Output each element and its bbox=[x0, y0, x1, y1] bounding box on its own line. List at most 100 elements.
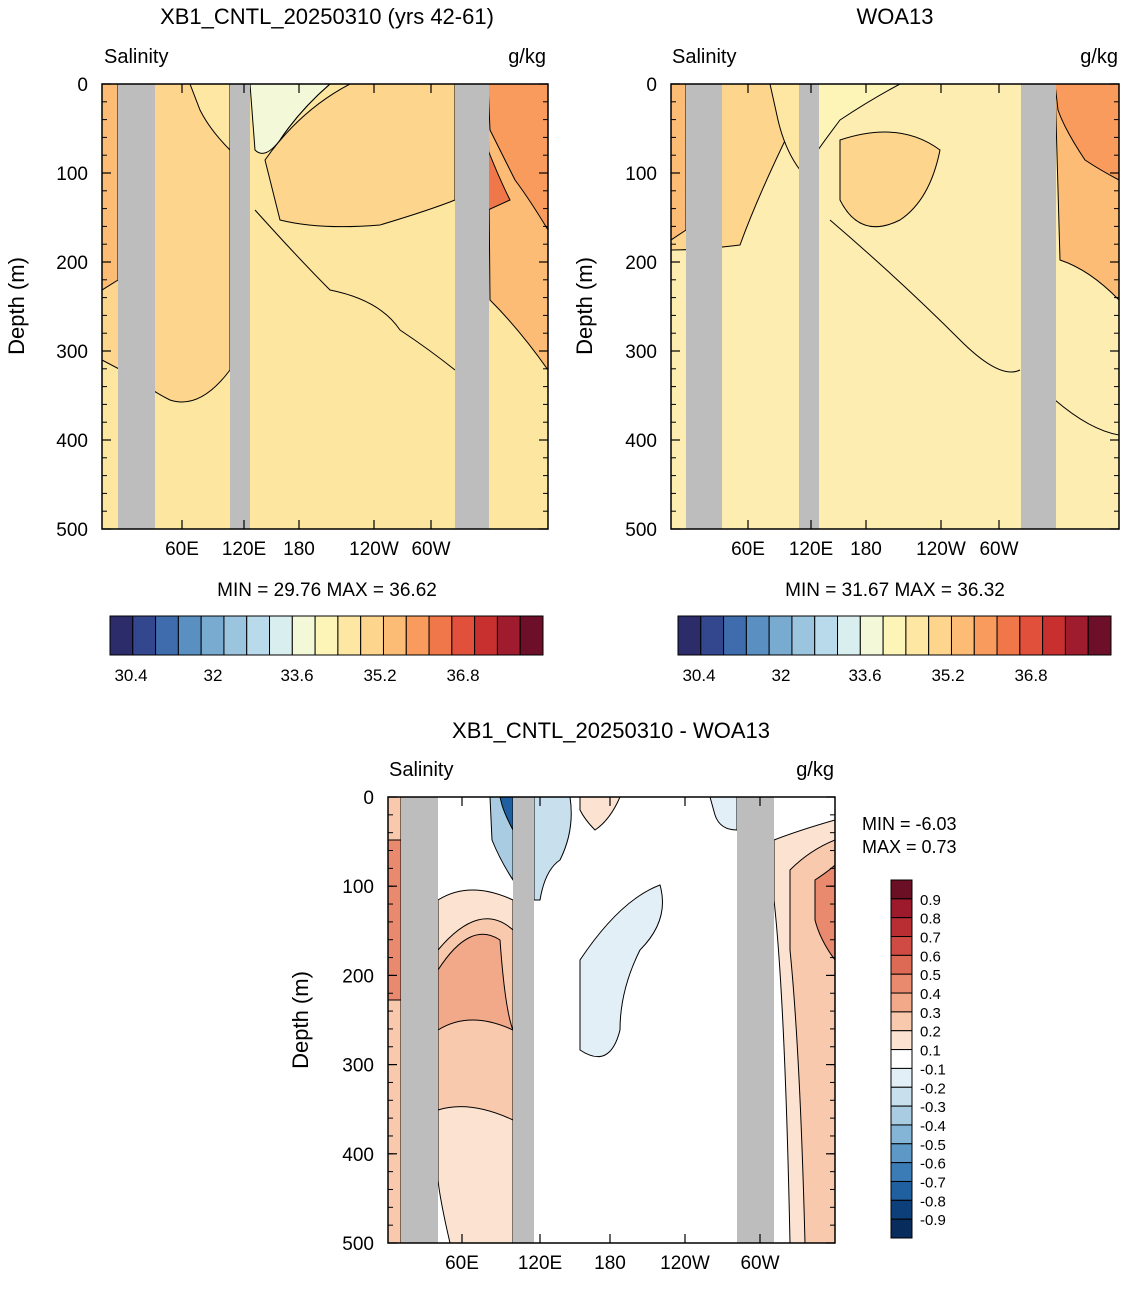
colorbar-swatch bbox=[700, 615, 725, 656]
colorbar-swatch bbox=[890, 1180, 913, 1201]
colorbar-swatch bbox=[996, 615, 1021, 656]
colorbar-label: 36.8 bbox=[446, 666, 479, 685]
y-tick-label: 0 bbox=[363, 788, 374, 809]
colorbar-swatch bbox=[890, 1143, 913, 1164]
colorbar-label: 30.4 bbox=[114, 666, 147, 685]
x-tick-label: 180 bbox=[594, 1253, 626, 1274]
x-tick-label: 120W bbox=[916, 539, 966, 560]
variable-label: Salinity bbox=[104, 46, 168, 68]
colorbar-swatch bbox=[109, 615, 134, 656]
colorbar-swatch bbox=[837, 615, 861, 656]
y-tick-label: 400 bbox=[625, 431, 657, 452]
colorbar-swatch bbox=[905, 615, 930, 656]
colorbar-label: 0.6 bbox=[920, 948, 941, 965]
min-max-label: MIN = 31.67 MAX = 36.32 bbox=[785, 580, 1005, 601]
x-tick-label: 120W bbox=[349, 539, 399, 560]
colorbar-label: -0.4 bbox=[920, 1118, 946, 1135]
x-tick-label: 60E bbox=[731, 539, 765, 560]
colorbar-label: 35.2 bbox=[363, 666, 396, 685]
y-tick-label: 500 bbox=[342, 1234, 374, 1255]
colorbar-swatch bbox=[246, 615, 271, 656]
land-mask bbox=[1021, 84, 1056, 529]
colorbar-swatch bbox=[791, 615, 816, 656]
colorbar-swatch bbox=[382, 615, 407, 656]
colorbar: 30.4 32 33.6 35.2 36.8 bbox=[109, 615, 544, 685]
units-label: g/kg bbox=[508, 46, 546, 68]
colorbar-swatch bbox=[496, 615, 521, 656]
colorbar-swatch bbox=[428, 615, 453, 656]
x-tick-label: 60W bbox=[979, 539, 1018, 560]
colorbar-swatch bbox=[890, 917, 913, 938]
colorbar-swatch bbox=[451, 615, 476, 656]
colorbar-swatch bbox=[890, 1218, 913, 1239]
colorbar-swatch bbox=[519, 615, 544, 656]
colorbar-swatch bbox=[405, 615, 430, 656]
y-tick-label: 200 bbox=[625, 253, 657, 274]
variable-label: Salinity bbox=[389, 759, 453, 781]
y-tick-label: 500 bbox=[56, 520, 88, 541]
colorbar-label: -0.2 bbox=[920, 1080, 946, 1097]
colorbar-swatch bbox=[890, 1124, 913, 1145]
colorbar-swatch bbox=[814, 615, 839, 656]
colorbar-swatch bbox=[337, 615, 362, 656]
colorbar: 0.9 0.8 0.70.6 0.5 0.4 0.3 0.2 0.1-0.1 -0.2 -0.3 -… bbox=[890, 879, 946, 1239]
land-mask bbox=[737, 797, 774, 1243]
colorbar-swatch bbox=[745, 615, 770, 656]
colorbar-swatch bbox=[768, 615, 793, 656]
x-tick-label: 180 bbox=[850, 539, 882, 560]
units-label: g/kg bbox=[1080, 46, 1118, 68]
colorbar-swatch bbox=[223, 615, 248, 656]
colorbar-label: 33.6 bbox=[280, 666, 313, 685]
colorbar-swatch bbox=[973, 615, 998, 656]
colorbar-label: -0.5 bbox=[920, 1137, 946, 1154]
colorbar-swatch bbox=[890, 1162, 913, 1182]
colorbar-swatch bbox=[269, 615, 293, 656]
x-tick-label: 60W bbox=[411, 539, 450, 560]
colorbar-label: -0.9 bbox=[920, 1212, 946, 1229]
y-tick-label: 100 bbox=[342, 877, 374, 898]
colorbar-swatch bbox=[1042, 615, 1066, 656]
panel-obs: WOA13 Salinity g/kg 0 100 200 300 400 500 60E 1… bbox=[572, 4, 1120, 685]
land-mask bbox=[230, 84, 250, 529]
x-tick-label: 120W bbox=[660, 1253, 710, 1274]
panel-title: XB1_CNTL_20250310 (yrs 42-61) bbox=[160, 4, 494, 29]
x-tick-label: 180 bbox=[283, 539, 315, 560]
axes: 0 100 200 300 400 500 60E 120E 180 120W 60W bbox=[56, 75, 548, 560]
y-axis-label: Depth (m) bbox=[288, 971, 313, 1069]
y-tick-label: 400 bbox=[342, 1145, 374, 1166]
colorbar-swatch bbox=[200, 615, 225, 656]
colorbar-swatch bbox=[1019, 615, 1044, 656]
y-tick-label: 300 bbox=[56, 342, 88, 363]
colorbar-label: 0.8 bbox=[920, 911, 941, 928]
colorbar-label: 0.4 bbox=[920, 986, 941, 1003]
contour-field bbox=[671, 84, 1119, 529]
colorbar-swatch bbox=[890, 1086, 913, 1107]
colorbar-swatch bbox=[890, 936, 913, 956]
contour-field bbox=[102, 84, 548, 529]
y-tick-label: 0 bbox=[77, 75, 88, 96]
land-mask bbox=[455, 84, 489, 529]
colorbar-swatch bbox=[890, 1011, 913, 1032]
colorbar-swatch bbox=[859, 615, 884, 656]
y-axis-label: Depth (m) bbox=[4, 257, 29, 355]
y-tick-label: 100 bbox=[56, 164, 88, 185]
colorbar-swatch bbox=[314, 615, 339, 656]
colorbar-swatch bbox=[890, 992, 913, 1013]
plot-frame bbox=[670, 83, 1120, 530]
y-tick-label: 300 bbox=[625, 342, 657, 363]
axes: 0 100 200 300 400 500 60E 120E 180 120W 60W bbox=[342, 788, 835, 1274]
min-label: MIN = -6.03 bbox=[862, 814, 957, 834]
x-tick-label: 120E bbox=[518, 1253, 562, 1274]
colorbar-swatch bbox=[890, 898, 913, 919]
colorbar-swatch bbox=[1087, 615, 1112, 656]
colorbar-label: 0.1 bbox=[920, 1043, 941, 1060]
contour-field bbox=[388, 797, 835, 1243]
colorbar-label: 36.8 bbox=[1014, 666, 1047, 685]
panel-title: XB1_CNTL_20250310 - WOA13 bbox=[452, 718, 770, 743]
colorbar-label: 0.5 bbox=[920, 967, 941, 984]
x-tick-label: 120E bbox=[222, 539, 266, 560]
colorbar-label: -0.6 bbox=[920, 1156, 946, 1173]
colorbar-swatch bbox=[291, 615, 316, 656]
colorbar-swatch bbox=[1064, 615, 1089, 656]
colorbar-label: -0.7 bbox=[920, 1174, 946, 1191]
